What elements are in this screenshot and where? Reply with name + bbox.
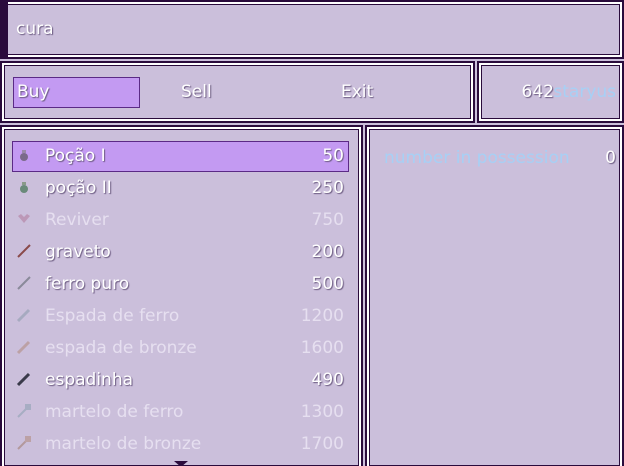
item-icon <box>16 307 32 323</box>
item-price[interactable]: 500 <box>311 274 344 294</box>
icon <box>16 372 31 387</box>
item-icon <box>16 435 32 451</box>
icon <box>18 214 30 223</box>
gold-window: 642 staryus <box>477 61 624 123</box>
item-price[interactable]: 50 <box>322 146 344 166</box>
item-name[interactable]: Poção I <box>45 146 106 166</box>
item-icon <box>16 243 32 259</box>
icon <box>20 182 28 193</box>
item-price[interactable]: 1700 <box>300 434 344 454</box>
icon <box>17 244 31 258</box>
command[interactable]: Exit <box>341 82 374 102</box>
item-name[interactable]: graveto <box>45 242 111 262</box>
icon <box>17 404 31 418</box>
item-price[interactable]: 1300 <box>300 402 344 422</box>
item-icon <box>16 403 32 419</box>
help-window: cura <box>0 0 624 59</box>
scroll-arrow[interactable] <box>174 461 188 466</box>
item-icon <box>16 371 32 387</box>
item-name[interactable]: martelo de bronze <box>45 434 202 454</box>
item-highlight <box>12 141 349 172</box>
icon <box>17 276 31 290</box>
command-window: Buy Sell Exit <box>0 61 475 123</box>
icon <box>16 308 31 323</box>
item-price[interactable]: 490 <box>311 370 344 390</box>
item-name[interactable]: ferro puro <box>45 274 130 294</box>
icon <box>16 340 31 355</box>
item-icon <box>16 275 32 291</box>
command[interactable]: Buy <box>17 82 50 102</box>
item-price[interactable]: 250 <box>311 178 344 198</box>
item-name[interactable]: martelo de ferro <box>45 402 184 422</box>
item-name[interactable]: Reviver <box>45 210 109 230</box>
frame-bar <box>2 2 8 57</box>
item-name[interactable]: poção II <box>45 178 112 198</box>
item-icon <box>16 211 32 227</box>
item-name[interactable]: Espada de ferro <box>45 306 180 326</box>
gold-amount: 642 <box>521 82 554 102</box>
item-icon <box>16 339 32 355</box>
status-window: number in possession 0 <box>365 125 624 466</box>
item-icon <box>16 179 32 195</box>
item-price[interactable]: 750 <box>311 210 344 230</box>
item-price[interactable]: 200 <box>311 242 344 262</box>
help-text: cura <box>16 19 54 39</box>
status-value: 0 <box>605 148 616 168</box>
item-price[interactable]: 1600 <box>300 338 344 358</box>
command-highlight <box>13 77 140 108</box>
command[interactable]: Sell <box>181 82 212 102</box>
icon <box>20 150 28 161</box>
item-price[interactable]: 1200 <box>300 306 344 326</box>
status-label: number in possession <box>384 148 570 168</box>
item-name[interactable]: espada de bronze <box>45 338 197 358</box>
item-name[interactable]: espadinha <box>45 370 134 390</box>
gold-unit: staryus <box>553 82 616 102</box>
icon <box>17 436 31 450</box>
item-list-window: Poção I 50 poção II 250 Reviver 750 graveto 200… <box>0 125 363 466</box>
item-icon <box>16 147 32 163</box>
